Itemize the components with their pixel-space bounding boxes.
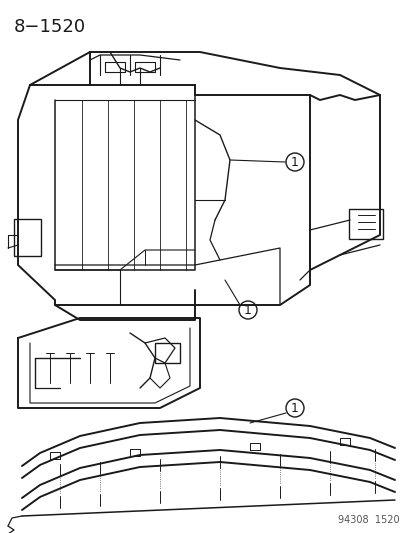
- Bar: [154, 343, 180, 363]
- Text: 8−1520: 8−1520: [14, 18, 86, 36]
- Text: 94308  1520: 94308 1520: [337, 515, 399, 525]
- Text: 1: 1: [290, 401, 298, 415]
- Text: 1: 1: [290, 156, 298, 168]
- Text: 1: 1: [244, 303, 252, 317]
